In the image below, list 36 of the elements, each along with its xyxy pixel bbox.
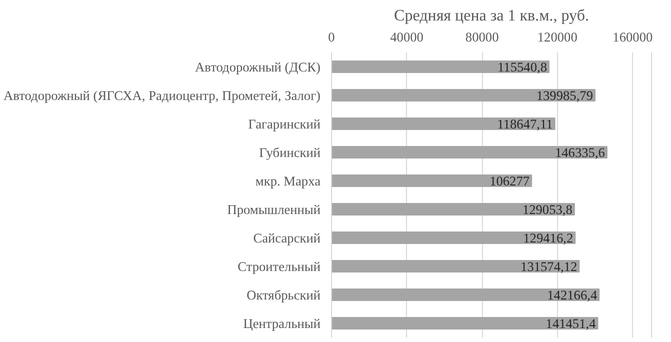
- y-tick-label: Гагаринский: [248, 116, 321, 132]
- bar: [332, 317, 598, 330]
- x-tick-label: 120000: [537, 30, 578, 44]
- data-label: 142166,4: [547, 287, 598, 302]
- bar: [332, 146, 608, 158]
- y-tick-label: Губинский: [259, 144, 320, 160]
- x-tick-label: 80000: [465, 30, 500, 44]
- data-label: 115540,8: [498, 59, 548, 74]
- data-label: 131574,12: [520, 258, 578, 274]
- bar: [332, 89, 596, 102]
- x-tick-label: 0: [328, 30, 336, 44]
- bar: [332, 260, 580, 272]
- data-label: 146335,6: [554, 144, 606, 160]
- y-tick-label: Октябрьский: [246, 287, 321, 302]
- y-tick-label: Строительный: [238, 258, 321, 274]
- bar: [332, 174, 532, 187]
- data-label: 139985,79: [536, 88, 594, 103]
- bar: [332, 118, 556, 130]
- y-tick-label: Автодорожный (ДСК): [195, 59, 321, 74]
- data-label: 129416,2: [523, 230, 574, 246]
- y-tick-label: Сайсарский: [253, 230, 321, 246]
- data-label: 141451,4: [546, 316, 596, 331]
- chart-title: Средняя цена за 1 кв.м., руб.: [394, 8, 589, 24]
- y-tick-label: Автодорожный (ЯГСХА, Радиоцентр, Прометей, Залог): [4, 88, 320, 103]
- y-tick-label: Промышленный: [227, 202, 321, 217]
- bar: [332, 60, 550, 73]
- y-tick-label: мкр. Марха: [255, 173, 321, 188]
- data-label: 129053,8: [522, 202, 573, 217]
- x-tick-label: 40000: [390, 30, 424, 44]
- x-tick-label: 160000: [612, 30, 654, 44]
- data-label: 118647,11: [497, 116, 553, 132]
- bar: [332, 203, 575, 216]
- bar: [332, 232, 576, 244]
- data-label: 106277: [490, 173, 530, 188]
- y-tick-label: Центральный: [243, 316, 321, 331]
- bar: [332, 288, 600, 301]
